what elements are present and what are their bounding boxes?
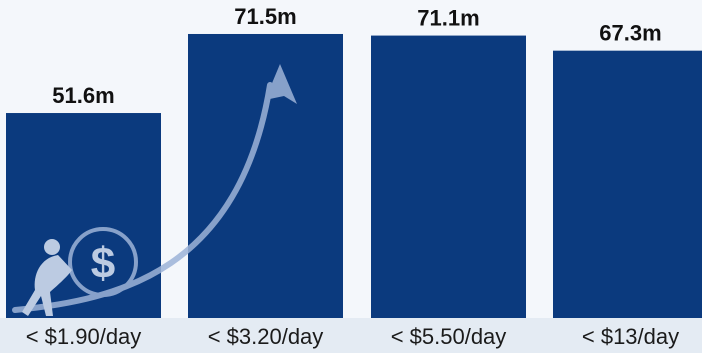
dollar-sign-glyph: $ — [91, 239, 115, 288]
bar-4 — [553, 50, 702, 319]
category-label-3: < $5.50/day — [391, 324, 507, 349]
person-head-icon — [44, 239, 60, 255]
person-pushing-dollar-coin-icon: $ — [12, 64, 297, 316]
bar-value-label-4: 67.3m — [599, 21, 661, 46]
bar-value-label-2: 71.5m — [234, 4, 296, 29]
category-labels-group: < $1.90/day < $3.20/day < $5.50/day < $13/d… — [26, 324, 679, 349]
category-label-4: < $13/day — [582, 324, 679, 349]
value-labels-group: 51.6m 71.5m 71.1m 67.3m — [52, 4, 661, 108]
dollar-coin-icon — [68, 227, 138, 297]
bar-value-label-3: 71.1m — [417, 6, 479, 31]
bar-value-label-1: 51.6m — [52, 83, 114, 108]
curved-arrow-up-icon — [265, 64, 297, 104]
bar-2 — [188, 33, 343, 318]
category-axis-band — [0, 318, 702, 353]
category-label-1: < $1.90/day — [26, 324, 142, 349]
bar-3 — [371, 35, 526, 318]
person-figure-icon — [22, 255, 72, 316]
bars-group — [6, 33, 702, 319]
category-label-2: < $3.20/day — [208, 324, 324, 349]
